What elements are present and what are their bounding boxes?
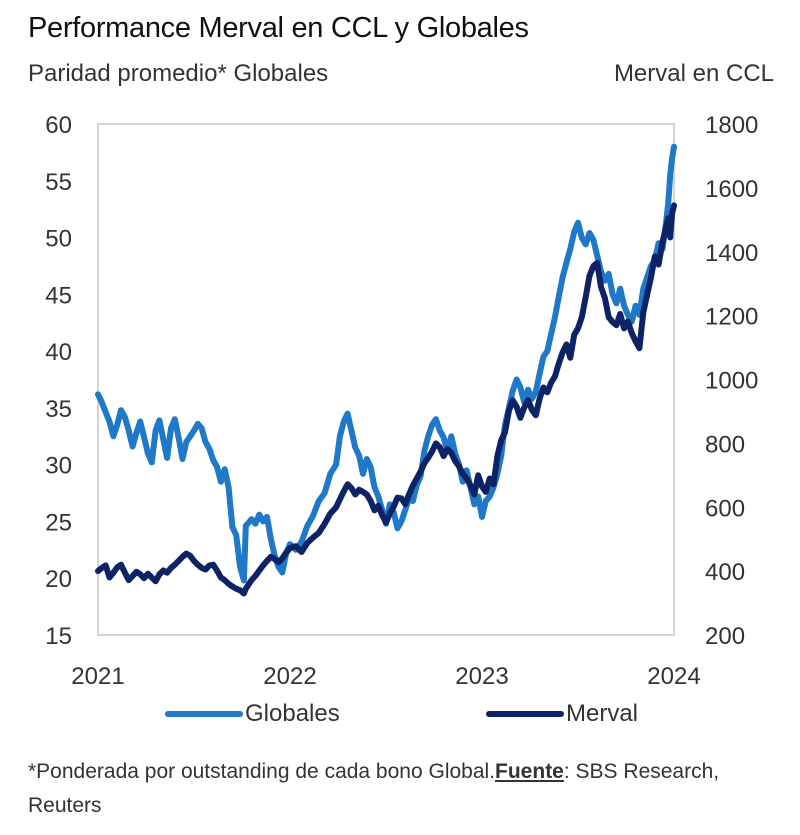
x-tick-label: 2024 bbox=[647, 663, 700, 690]
right-axis-ticks: 200 400 600 800 1000 1200 1400 1600 1800 bbox=[705, 112, 758, 650]
left-tick-label: 25 bbox=[45, 509, 72, 536]
x-tick-label: 2022 bbox=[263, 663, 316, 690]
right-tick-label: 800 bbox=[705, 431, 745, 458]
left-tick-label: 15 bbox=[45, 623, 72, 650]
right-tick-label: 600 bbox=[705, 495, 745, 522]
left-tick-label: 45 bbox=[45, 282, 72, 309]
right-tick-label: 400 bbox=[705, 559, 745, 586]
legend-swatch-merval bbox=[486, 711, 564, 717]
legend-label-globales: Globales bbox=[245, 700, 340, 727]
left-tick-label: 55 bbox=[45, 169, 72, 196]
right-tick-label: 1600 bbox=[705, 176, 758, 203]
left-axis-ticks: 15 20 25 30 35 40 45 50 55 60 bbox=[45, 112, 72, 650]
legend-item-globales: Globales bbox=[165, 700, 340, 728]
series-line-globales bbox=[95, 143, 677, 584]
source-text: : SBS Research, Reuters bbox=[28, 760, 720, 817]
left-axis-title: Paridad promedio* Globales bbox=[28, 60, 329, 87]
legend-label-merval: Merval bbox=[566, 700, 639, 727]
footnote-text: *Ponderada por outstanding de cada bono … bbox=[28, 760, 496, 783]
left-tick-label: 50 bbox=[45, 226, 72, 253]
chart-title: Performance Merval en CCL y Globales bbox=[28, 12, 529, 44]
legend-item-merval: Merval bbox=[486, 700, 638, 728]
legend-swatch-globales bbox=[165, 711, 243, 717]
series-line-merval bbox=[95, 202, 677, 597]
left-tick-label: 30 bbox=[45, 453, 72, 480]
left-tick-label: 35 bbox=[45, 396, 72, 423]
right-tick-label: 1000 bbox=[705, 368, 758, 395]
x-axis-ticks: 2021 2022 2023 2024 bbox=[71, 663, 700, 690]
chart-canvas: 15 20 25 30 35 40 45 50 55 60 200 400 600 800 1000 120… bbox=[45, 112, 758, 690]
left-tick-label: 60 bbox=[45, 112, 72, 139]
x-tick-label: 2023 bbox=[455, 663, 508, 690]
plot-frame bbox=[97, 123, 675, 636]
right-tick-label: 1800 bbox=[705, 112, 758, 139]
source-label: Fuente bbox=[495, 760, 564, 783]
right-axis-title: Merval en CCL bbox=[613, 60, 774, 87]
series-layer bbox=[95, 143, 677, 597]
x-tick-label: 2021 bbox=[71, 663, 124, 690]
legend: Globales Merval bbox=[0, 700, 800, 736]
left-tick-label: 20 bbox=[45, 566, 72, 593]
right-tick-label: 1200 bbox=[705, 304, 758, 331]
right-tick-label: 1400 bbox=[705, 240, 758, 267]
right-tick-label: 200 bbox=[705, 623, 745, 650]
left-tick-label: 40 bbox=[45, 339, 72, 366]
footnote: *Ponderada por outstanding de cada bono … bbox=[28, 755, 768, 823]
